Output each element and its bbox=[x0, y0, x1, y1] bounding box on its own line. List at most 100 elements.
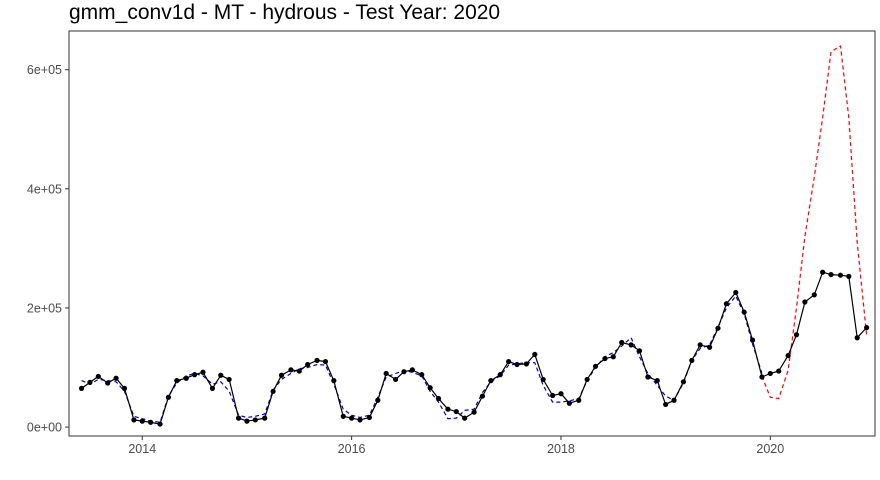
data-point bbox=[322, 358, 329, 365]
data-point bbox=[497, 372, 503, 378]
data-point bbox=[820, 269, 826, 275]
data-point bbox=[340, 413, 346, 419]
data-point bbox=[262, 415, 268, 421]
data-point bbox=[95, 373, 101, 380]
data-point bbox=[392, 376, 399, 383]
data-point bbox=[733, 289, 739, 296]
data-point bbox=[78, 385, 85, 391]
data-point bbox=[383, 370, 389, 377]
data-point bbox=[558, 391, 564, 397]
data-point bbox=[305, 361, 311, 368]
data-point bbox=[663, 401, 669, 408]
data-point bbox=[157, 421, 163, 427]
data-point bbox=[715, 325, 721, 331]
data-point bbox=[183, 375, 189, 381]
data-point bbox=[864, 325, 870, 331]
data-point bbox=[357, 417, 363, 423]
data-point bbox=[471, 409, 477, 415]
data-point bbox=[749, 337, 756, 343]
data-point bbox=[113, 375, 119, 381]
data-point bbox=[636, 348, 643, 354]
chart-title: gmm_conv1d - MT - hydrous - Test Year: 2… bbox=[69, 1, 501, 24]
data-point bbox=[689, 357, 695, 363]
data-point bbox=[479, 393, 486, 399]
data-point bbox=[244, 418, 250, 424]
data-point bbox=[802, 299, 808, 305]
data-point bbox=[645, 374, 651, 380]
data-point bbox=[602, 355, 608, 362]
data-point bbox=[226, 376, 232, 383]
data-point bbox=[488, 378, 494, 384]
data-point bbox=[375, 397, 381, 403]
data-point bbox=[776, 368, 782, 374]
data-point bbox=[793, 332, 800, 338]
data-point bbox=[741, 309, 747, 315]
data-point bbox=[680, 379, 687, 385]
data-point bbox=[506, 358, 512, 365]
data-point bbox=[767, 370, 773, 377]
data-point bbox=[654, 378, 660, 384]
y-tick-label: 2e+05 bbox=[27, 301, 62, 315]
axis-layer: 2014 2016 2018 2020 0e+00 2e+05 4e+05 6e+05 bbox=[27, 63, 784, 456]
data-point bbox=[453, 408, 459, 415]
data-point bbox=[566, 400, 572, 406]
data-point bbox=[550, 392, 556, 399]
data-point bbox=[619, 339, 625, 346]
data-point bbox=[139, 418, 145, 424]
data-point bbox=[759, 374, 765, 380]
data-point bbox=[314, 357, 320, 363]
actual-line bbox=[81, 271, 868, 425]
data-point bbox=[278, 372, 285, 378]
data-point bbox=[366, 414, 373, 421]
data-point bbox=[854, 335, 860, 341]
data-point bbox=[148, 419, 154, 425]
data-point bbox=[846, 273, 852, 279]
y-tick-label: 0e+00 bbox=[27, 421, 62, 435]
data-point bbox=[811, 292, 817, 298]
data-point bbox=[174, 378, 180, 384]
data-point bbox=[349, 415, 355, 421]
data-point bbox=[235, 415, 242, 421]
data-point bbox=[523, 361, 530, 367]
data-point bbox=[192, 372, 198, 378]
data-point bbox=[576, 397, 582, 403]
data-point bbox=[401, 369, 407, 375]
data-point bbox=[209, 385, 216, 391]
data-point bbox=[785, 352, 791, 359]
plot-panel-border bbox=[68, 30, 876, 437]
data-point bbox=[105, 380, 111, 386]
data-point bbox=[252, 417, 258, 423]
data-point bbox=[445, 406, 451, 412]
data-point bbox=[837, 272, 844, 278]
data-point bbox=[131, 417, 137, 423]
data-point bbox=[427, 385, 433, 391]
data-point bbox=[540, 376, 546, 383]
data-point bbox=[592, 363, 599, 369]
data-point bbox=[409, 367, 415, 373]
data-point bbox=[200, 369, 206, 375]
data-point bbox=[610, 354, 616, 360]
data-point bbox=[165, 394, 172, 400]
data-point bbox=[671, 397, 677, 403]
data-point bbox=[514, 361, 520, 368]
y-tick-label: 4e+05 bbox=[27, 182, 62, 196]
data-point bbox=[87, 379, 93, 385]
data-point bbox=[435, 395, 442, 402]
x-tick-label: 2016 bbox=[338, 442, 366, 456]
forecast-dashed-line bbox=[761, 45, 868, 400]
y-tick-label: 6e+05 bbox=[27, 63, 62, 77]
data-point bbox=[288, 367, 294, 373]
data-point bbox=[462, 415, 468, 421]
data-point bbox=[419, 372, 425, 378]
data-point bbox=[828, 271, 834, 278]
fitted-dashed-line bbox=[81, 295, 763, 423]
x-tick-label: 2014 bbox=[128, 442, 156, 456]
data-point bbox=[707, 344, 713, 350]
data-point bbox=[584, 376, 590, 383]
x-tick-label: 2018 bbox=[547, 442, 575, 456]
data-point bbox=[121, 385, 128, 391]
data-point bbox=[331, 378, 337, 384]
data-point bbox=[532, 351, 538, 358]
data-point bbox=[296, 368, 302, 374]
